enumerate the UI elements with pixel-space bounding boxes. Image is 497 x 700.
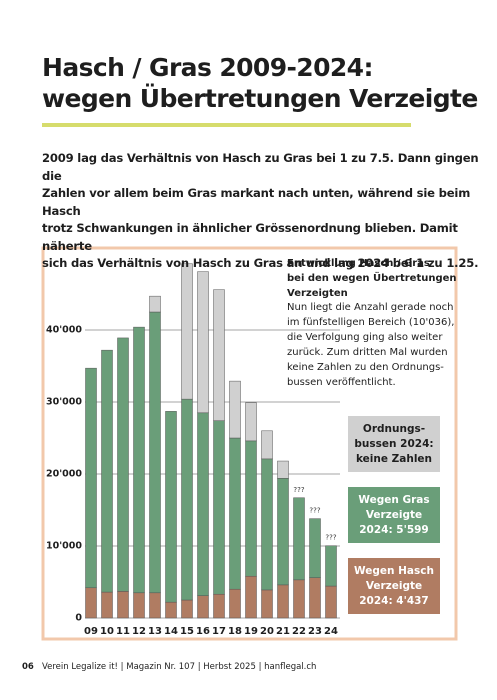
bar-segment bbox=[229, 437, 241, 590]
bar-segment bbox=[245, 440, 257, 577]
x-tick-label: 13 bbox=[148, 626, 162, 637]
bar-segment bbox=[325, 545, 337, 587]
bar-segment bbox=[245, 575, 257, 619]
page-number: 06 bbox=[22, 662, 34, 672]
bar-segment bbox=[293, 579, 305, 619]
bar-segment bbox=[85, 587, 97, 619]
bar-segment bbox=[85, 367, 97, 589]
bar-segment bbox=[213, 593, 225, 619]
y-tick-label: 20'000 bbox=[46, 469, 82, 480]
bar-segment bbox=[229, 380, 241, 439]
value-label: ??? bbox=[325, 534, 336, 542]
bar-segment bbox=[277, 478, 289, 586]
value-label: ??? bbox=[309, 507, 320, 515]
x-tick-label: 22 bbox=[292, 626, 306, 637]
bar-segment bbox=[133, 326, 145, 594]
footer: 06 Verein Legalize it! | Magazin Nr. 107… bbox=[22, 662, 316, 672]
bar-segment bbox=[229, 588, 241, 619]
chart-description: Nun liegt die Anzahl gerade noch im fünf… bbox=[287, 302, 455, 388]
title-rule bbox=[42, 123, 411, 127]
bar-segment bbox=[293, 497, 305, 581]
legend-entry: Wegen Gras Verzeigte 2024: 5'599 bbox=[348, 487, 440, 543]
bar-segment bbox=[133, 592, 145, 619]
footer-text: Verein Legalize it! | Magazin Nr. 107 | … bbox=[41, 662, 317, 672]
y-tick-label: 0 bbox=[75, 613, 82, 624]
bar-segment bbox=[165, 601, 177, 619]
x-tick-label: 16 bbox=[196, 626, 210, 637]
bar-segment bbox=[261, 430, 273, 460]
bar-segment bbox=[277, 460, 289, 479]
x-tick-label: 15 bbox=[180, 626, 194, 637]
x-tick-label: 09 bbox=[84, 626, 98, 637]
bar-segment bbox=[309, 577, 321, 619]
bar-segment bbox=[117, 337, 129, 592]
x-tick-label: 14 bbox=[164, 626, 178, 637]
bar-segment bbox=[213, 420, 225, 595]
page-title: Hasch / Gras 2009-2024: wegen Übertretun… bbox=[42, 53, 478, 113]
bar-segment bbox=[197, 595, 209, 619]
x-tick-label: 20 bbox=[260, 626, 274, 637]
x-tick-label: 24 bbox=[324, 626, 338, 637]
x-tick-label: 12 bbox=[132, 626, 146, 637]
intro-text: 2009 lag das Verhältnis von Hasch zu Gra… bbox=[42, 151, 479, 270]
bar-segment bbox=[261, 458, 273, 591]
legend-entry: Ordnungs- bussen 2024: keine Zahlen bbox=[348, 416, 440, 472]
y-tick-label: 10'000 bbox=[46, 541, 82, 552]
bar-segment bbox=[325, 585, 337, 619]
bar-segment bbox=[149, 592, 161, 619]
y-tick-label: 40'000 bbox=[46, 325, 82, 336]
legend-entry: Wegen Hasch Verzeigte 2024: 4'437 bbox=[348, 558, 440, 614]
y-tick-label: 30'000 bbox=[46, 397, 82, 408]
x-tick-label: 19 bbox=[244, 626, 258, 637]
bar-segment bbox=[101, 591, 113, 619]
bar-segment bbox=[197, 271, 209, 414]
bar-segment bbox=[101, 349, 113, 593]
bar-segment bbox=[245, 402, 257, 442]
x-tick-label: 18 bbox=[228, 626, 242, 637]
bar-segment bbox=[117, 591, 129, 619]
x-tick-label: 23 bbox=[308, 626, 322, 637]
value-label: ??? bbox=[293, 486, 304, 494]
bar-segment bbox=[165, 411, 177, 603]
x-tick-label: 10 bbox=[100, 626, 114, 637]
bar-segment bbox=[261, 589, 273, 619]
bar-segment bbox=[181, 263, 193, 400]
x-tick-label: 11 bbox=[116, 626, 130, 637]
x-tick-label: 17 bbox=[212, 626, 226, 637]
chart-frame bbox=[41, 246, 458, 641]
bar-segment bbox=[197, 412, 209, 596]
bar-segment bbox=[149, 295, 161, 313]
bar-segment bbox=[181, 599, 193, 619]
bar-segment bbox=[309, 518, 321, 578]
bar-segment bbox=[149, 311, 161, 594]
chart-title: Entwicklung Hasch / Gras bei den wegen Ü… bbox=[287, 258, 457, 299]
bar-segment bbox=[181, 398, 193, 601]
bar-segment bbox=[213, 289, 225, 421]
bar-segment bbox=[277, 584, 289, 619]
x-tick-label: 21 bbox=[276, 626, 290, 637]
